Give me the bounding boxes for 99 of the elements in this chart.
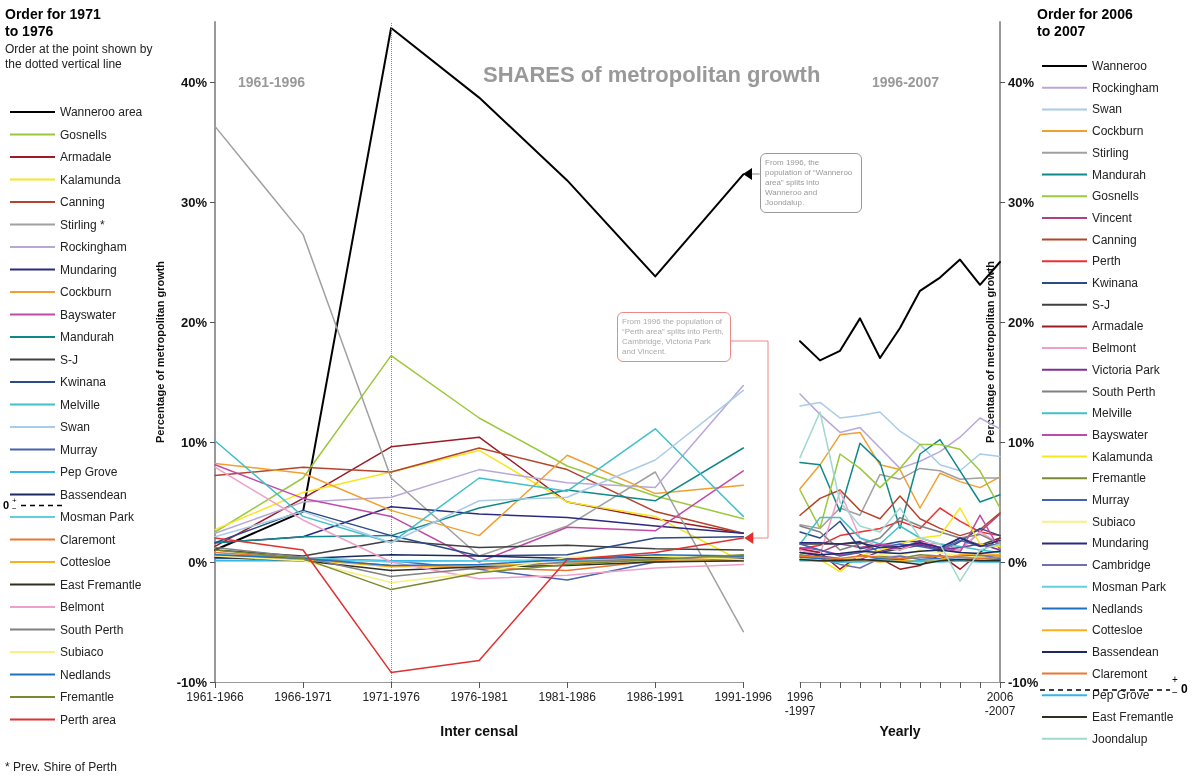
x-tick-label: 1976-1981	[450, 690, 509, 704]
y-tick-label: -10%	[1008, 674, 1039, 690]
y-tick-label: 10%	[1008, 434, 1035, 450]
legend-label: Armadale	[60, 150, 112, 164]
legend-label: Victoria Park	[1092, 362, 1161, 377]
legend-label: Perth	[1092, 254, 1121, 269]
legend-label: Perth area	[60, 712, 117, 727]
legend-label: Cockburn	[1092, 124, 1144, 139]
line-series	[214, 549, 745, 591]
y-tick-label: 20%	[180, 314, 208, 330]
y-tick-label: 40%	[180, 74, 208, 90]
legend-label: Cottesloe	[1092, 623, 1144, 638]
legend-label: Stirling *	[60, 217, 106, 232]
x-tick-label: 1966-1971	[274, 690, 333, 704]
y-tick-label: -10%	[176, 674, 208, 690]
line-series	[214, 466, 745, 580]
legend-label: Rockingham	[60, 240, 127, 254]
legend-label: Nedlands	[1092, 601, 1143, 616]
legend-label: Claremont	[60, 532, 117, 547]
legend-label: Murray	[60, 442, 98, 457]
line-series	[799, 489, 1001, 537]
y-axis-title: Percentage of metropolitan growth	[154, 260, 167, 444]
legend-label: Melville	[1092, 406, 1133, 421]
legend-label: Mandurah	[1092, 167, 1147, 182]
legend-title: Order for 1971 to 1976	[5, 6, 102, 40]
legend-label: Cambridge	[1092, 558, 1152, 573]
x-tick-label: 1991-1996	[714, 690, 773, 704]
legend-label: South Perth	[1092, 384, 1156, 399]
y-tick-label: 0%	[188, 554, 208, 570]
legend-label: Mundaring	[60, 262, 117, 277]
legend-title: Order for 2006 to 2007	[1037, 6, 1134, 40]
legend-label: Melville	[60, 397, 101, 412]
legend-label: Cockburn	[60, 285, 112, 299]
legend-label: Bayswater	[60, 307, 117, 322]
x-axis-title: Inter censal	[440, 723, 519, 739]
legend-label: Belmont	[1092, 341, 1137, 356]
legend-label: Gosnells	[60, 127, 107, 142]
x-tick-label: 1996 -1997	[784, 690, 816, 718]
annotation: 1996-2007	[872, 74, 939, 90]
legend-label: Gosnells	[1092, 189, 1139, 204]
legend-label: Mosman Park	[60, 510, 136, 524]
legend-label: Canning	[1092, 232, 1137, 247]
text: Order at the point shown by the dotted vertical line	[5, 42, 154, 72]
legend-label: S-J	[60, 352, 78, 367]
legend-label: Armadale	[1092, 319, 1144, 334]
legend-label: Nedlands	[60, 667, 111, 682]
y-tick-label: 20%	[1008, 314, 1035, 330]
legend-label: Bayswater	[1092, 427, 1149, 442]
legend-label: Swan	[1092, 102, 1123, 117]
x-axis-title: Yearly	[879, 723, 921, 739]
legend-label: Subiaco	[1092, 514, 1136, 529]
y-tick-label: 30%	[180, 194, 208, 210]
y-tick-label: 40%	[1008, 74, 1035, 90]
legend-label: Kalamunda	[60, 172, 122, 187]
annotation: From 1996 the population of “Perth area” splits into Perth, Cambridge, Victoria Park and Vincent.	[617, 312, 731, 362]
legend-label: East Fremantle	[1092, 710, 1174, 724]
y-tick-label: 30%	[1008, 194, 1035, 210]
text: * Prev. Shire of Perth	[5, 760, 117, 774]
legend-label: Mundaring	[1092, 536, 1149, 551]
legend-label: Fremantle	[1092, 471, 1147, 486]
legend-label: S-J	[1092, 297, 1110, 312]
legend-label: Kalamunda	[1092, 449, 1154, 464]
legend-label: Joondalup	[1092, 731, 1148, 746]
text: SHARES of metropolitan growth	[483, 62, 821, 88]
x-tick-label: 1961-1966	[186, 690, 245, 704]
legend-label: Bassendean	[60, 487, 127, 502]
y-tick-label: 0%	[1008, 554, 1028, 570]
legend-label: Subiaco	[60, 645, 104, 659]
legend-label: Claremont	[1092, 666, 1149, 681]
legend-label: Belmont	[60, 600, 105, 614]
x-tick-label: 1971-1976	[362, 690, 421, 704]
annotation: From 1996, the population of “Wanneroo area” splits into Wanneroo and Joondalup.	[760, 153, 862, 213]
legend-label: Mandurah	[60, 330, 115, 344]
legend-label: Bassendean	[1092, 644, 1159, 659]
y-axis-title: Percentage of metropolitan growth	[983, 260, 996, 444]
legend-label: Pep Grove	[60, 465, 118, 479]
y-tick-label: 10%	[180, 434, 208, 450]
legend-label: Stirling	[1092, 145, 1129, 160]
annotation: 1961-1996	[238, 74, 305, 90]
legend-label: Fremantle	[60, 690, 115, 704]
legend-label: Wanneroo area	[60, 105, 143, 119]
legend-label: Rockingham	[1092, 80, 1159, 95]
x-tick-label: 1986-1991	[626, 690, 685, 704]
legend-label: Canning	[60, 195, 105, 209]
legend-label: Pep Grove	[1092, 688, 1150, 703]
legend-label: Mosman Park	[1092, 579, 1168, 594]
legend-label: Murray	[1092, 493, 1130, 507]
legend-label: Vincent	[1092, 210, 1133, 225]
line-series	[799, 537, 1001, 549]
legend-label: East Fremantle	[60, 577, 142, 592]
legend-label: South Perth	[60, 622, 124, 637]
legend-label: Swan	[60, 420, 91, 434]
legend-label: Cottesloe	[60, 555, 112, 569]
x-tick-label: 1981-1986	[538, 690, 597, 704]
x-tick-label: 2006 -2007	[984, 690, 1016, 718]
line-series	[214, 354, 745, 533]
legend-label: Kwinana	[60, 375, 107, 389]
legend-label: Kwinana	[1092, 276, 1139, 290]
legend-label: Wanneroo	[1092, 59, 1148, 73]
